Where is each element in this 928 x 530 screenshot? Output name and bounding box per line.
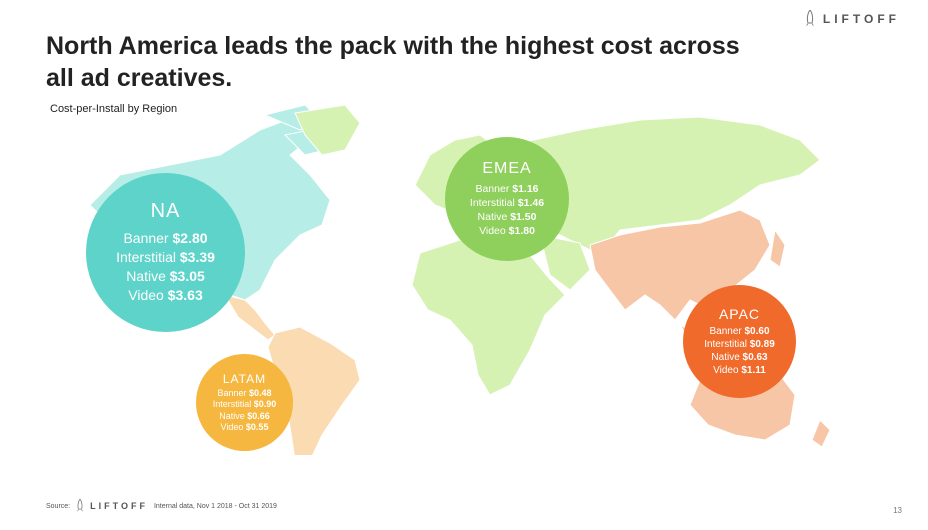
cpi-row: Interstitial $0.90	[213, 399, 277, 411]
cpi-row: Video $1.11	[713, 364, 766, 377]
cpi-row: Native $3.05	[126, 267, 205, 286]
cpi-row: Interstitial $0.89	[704, 338, 775, 351]
cpi-value: $1.80	[508, 225, 535, 237]
cpi-value: $0.66	[247, 410, 270, 421]
region-bubble-latam: LATAM Banner $0.48 Interstitial $0.90 Na…	[196, 354, 293, 451]
liftoff-logo: LIFTOFF	[805, 10, 900, 28]
map-subtitle: Cost-per-Install by Region	[50, 103, 178, 115]
cpi-label: Interstitial	[212, 399, 252, 409]
cpi-value: $3.05	[169, 268, 205, 284]
cpi-value: $0.55	[245, 422, 269, 432]
cpi-label: Video	[713, 365, 739, 376]
region-bubble-apac: APAC Banner $0.60 Interstitial $0.89 Nat…	[683, 285, 796, 398]
cpi-label: Video	[220, 422, 244, 432]
region-bubble-emea: EMEA Banner $1.16 Interstitial $1.46 Nat…	[445, 137, 569, 261]
map-central-america	[223, 294, 276, 341]
cpi-label: Banner	[709, 326, 742, 337]
cpi-row: Video $3.63	[128, 286, 203, 305]
cpi-row: Interstitial $3.39	[116, 248, 215, 267]
brand-name: LIFTOFF	[822, 12, 900, 26]
source-note: Internal data, Nov 1 2018 - Oct 31 2019	[153, 502, 277, 510]
map-greenland	[294, 104, 361, 156]
cpi-row: Native $0.63	[711, 351, 767, 364]
cpi-row: Video $0.55	[221, 422, 269, 434]
page-number: 13	[893, 506, 902, 515]
cpi-row: Interstitial $1.46	[470, 196, 544, 210]
cpi-row: Banner $1.16	[475, 182, 538, 196]
cpi-row: Banner $0.48	[217, 388, 271, 400]
cpi-value: $0.60	[744, 326, 770, 337]
cpi-label: Banner	[475, 183, 510, 195]
cpi-value: $2.80	[172, 230, 208, 246]
cpi-value: $1.16	[512, 183, 539, 195]
cpi-value: $1.50	[510, 211, 537, 223]
cpi-value: $3.39	[179, 249, 215, 265]
cpi-row: Banner $0.60	[709, 325, 769, 338]
region-name: LATAM	[222, 371, 267, 386]
cpi-label: Interstitial	[116, 249, 176, 265]
cpi-label: Interstitial	[469, 197, 515, 209]
rocket-icon	[805, 10, 814, 26]
cpi-value: $0.89	[749, 339, 775, 350]
region-name: NA	[150, 200, 181, 222]
footer-brand: LIFTOFF	[90, 501, 148, 511]
cpi-value: $1.11	[741, 365, 766, 376]
cpi-value: $1.46	[517, 197, 545, 209]
region-bubble-na: NA Banner $2.80 Interstitial $3.39 Nativ…	[86, 173, 245, 332]
source-footer: Source: LIFTOFF Internal data, Nov 1 201…	[46, 499, 277, 513]
cpi-label: Interstitial	[704, 339, 747, 350]
cpi-value: $0.63	[742, 352, 768, 363]
source-label: Source:	[46, 502, 71, 510]
cpi-label: Native	[477, 211, 508, 223]
cpi-value: $3.63	[167, 287, 203, 303]
cpi-label: Video	[479, 225, 506, 237]
rocket-icon	[77, 499, 84, 512]
cpi-label: Native	[711, 352, 740, 363]
cpi-value: $0.48	[249, 387, 272, 398]
cpi-label: Video	[128, 287, 164, 303]
cpi-row: Native $0.66	[219, 411, 270, 423]
cpi-label: Native	[219, 410, 245, 421]
cpi-label: Banner	[217, 387, 247, 398]
cpi-label: Banner	[123, 230, 169, 246]
cpi-label: Native	[126, 268, 166, 284]
region-name: EMEA	[482, 160, 532, 177]
cpi-row: Native $1.50	[478, 210, 537, 224]
cpi-row: Video $1.80	[479, 224, 535, 238]
page-title: North America leads the pack with the hi…	[46, 32, 740, 92]
cpi-row: Banner $2.80	[123, 229, 207, 248]
region-name: APAC	[718, 306, 761, 322]
cpi-value: $0.90	[253, 399, 277, 409]
